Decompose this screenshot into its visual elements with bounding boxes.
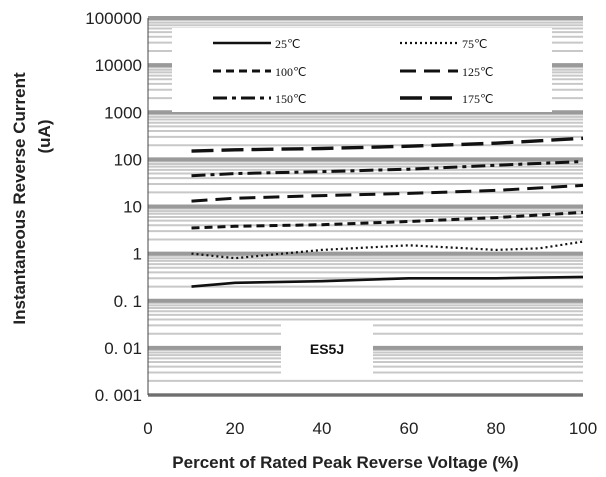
x-axis-ticks: 0 20 40 60 80 100 [143,419,597,438]
x-tick-label: 40 [313,419,332,438]
x-tick-label: 20 [226,419,245,438]
x-tick-label: 100 [569,419,597,438]
series-line-5 [191,136,584,153]
legend-label-2: 100℃ [275,65,306,79]
legend-label-5: 175℃ [462,92,493,106]
x-tick-label: 60 [400,419,419,438]
legend-label-4: 150℃ [275,92,306,106]
y-axis-ticks: 100000 10000 1000 100 10 1 0. 1 0. 01 0. 001 [85,9,142,405]
x-axis-title: Percent of Rated Peak Reverse Voltage (%… [172,453,518,472]
series-line-0 [191,275,584,288]
annotation-label: ES5J [310,341,344,357]
y-tick-label: 0. 1 [114,292,142,311]
x-tick-label: 80 [487,419,506,438]
y-axis-unit: (uA) [35,120,54,154]
series-line-3 [191,183,584,203]
legend: 25℃ 75℃ 100℃ 125℃ 150℃ 175℃ [213,37,493,106]
y-tick-label: 1000 [104,103,142,122]
y-axis-title: Instantaneous Reverse Current [10,72,29,325]
y-tick-label: 0. 001 [95,386,142,405]
legend-label-1: 75℃ [462,37,487,51]
x-tick-label: 0 [143,419,152,438]
y-tick-label: 1 [133,245,142,264]
annotation-box [281,322,373,374]
series-lines [191,136,584,288]
y-tick-label: 10 [123,198,142,217]
series-line-2 [191,210,584,230]
legend-label-3: 125℃ [462,65,493,79]
y-tick-label: 100 [114,150,142,169]
y-tick-label: 0. 01 [104,339,142,358]
legend-label-0: 25℃ [275,37,300,51]
y-tick-label: 10000 [95,56,142,75]
series-line-4 [191,160,584,178]
y-tick-label: 100000 [85,9,142,28]
